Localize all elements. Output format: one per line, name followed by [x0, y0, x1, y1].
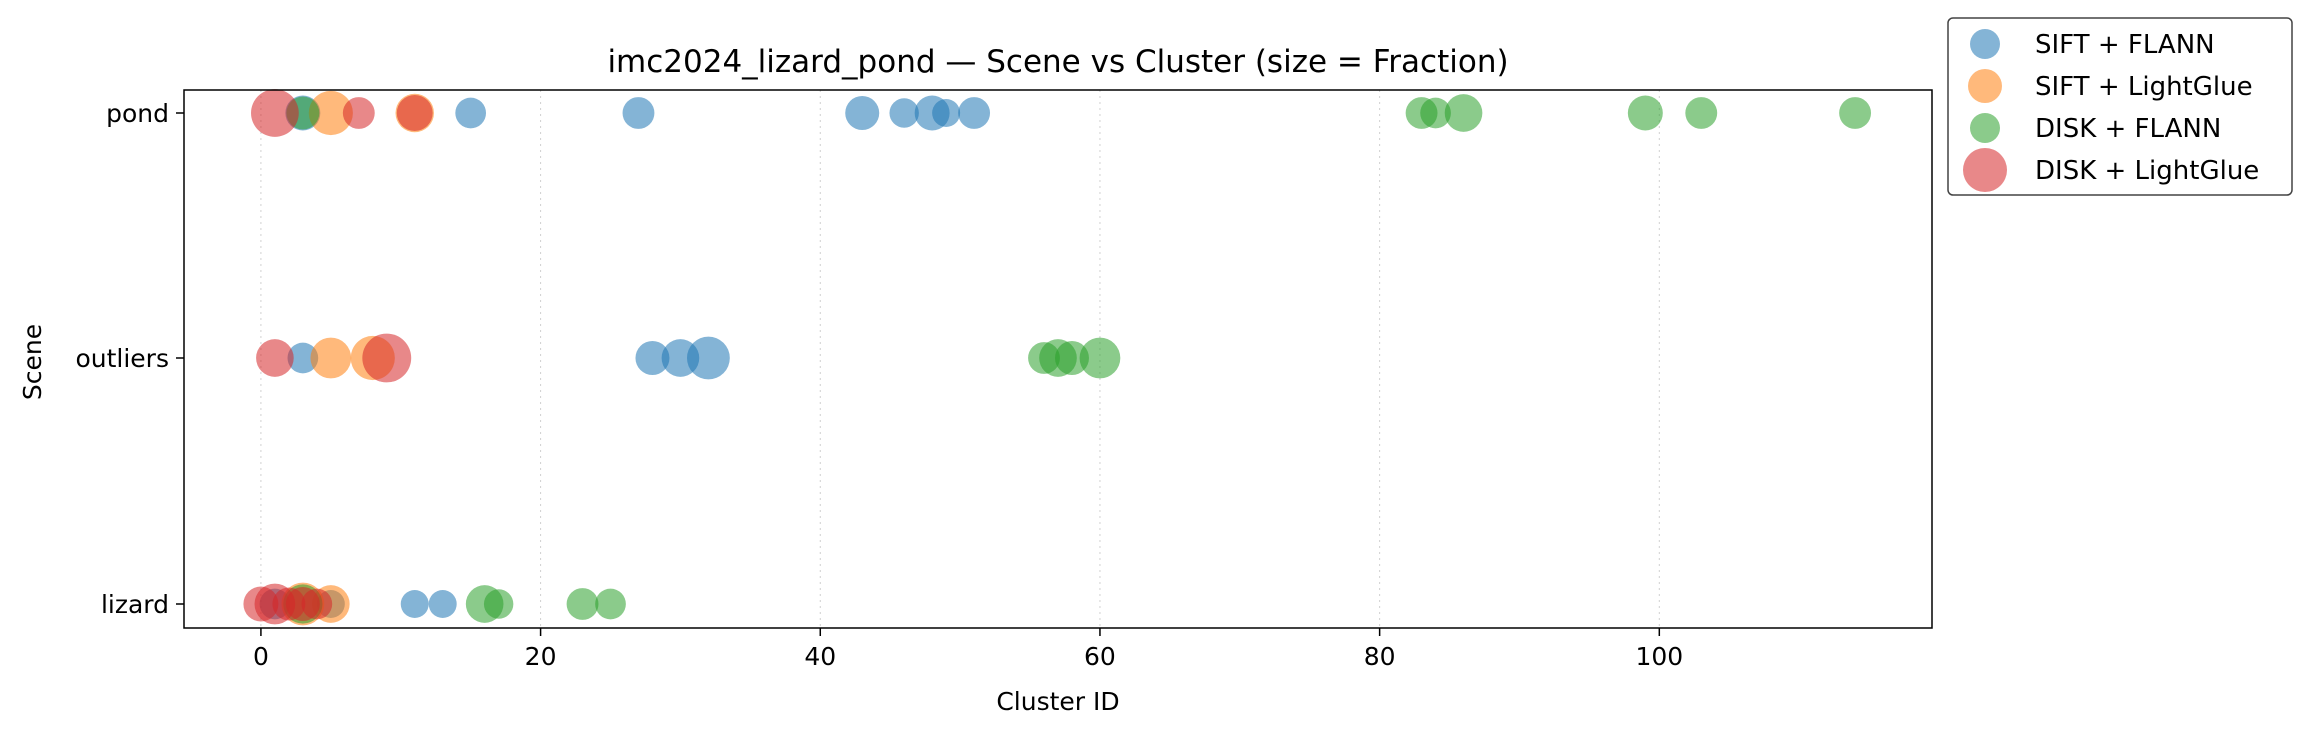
y-tick-label: lizard	[101, 590, 169, 619]
y-tick-label: pond	[106, 99, 169, 128]
data-point	[595, 588, 626, 620]
x-tick-label: 0	[253, 642, 269, 671]
data-point	[310, 337, 352, 379]
x-tick-label: 100	[1635, 642, 1683, 671]
data-point	[622, 97, 655, 129]
data-point	[686, 336, 730, 380]
data-point	[1444, 94, 1483, 132]
data-point	[1627, 95, 1663, 131]
legend-label: SIFT + FLANN	[2035, 30, 2215, 60]
legend-marker	[1963, 148, 2007, 192]
data-point	[362, 333, 412, 383]
x-tick-label: 40	[804, 642, 836, 671]
x-axis-label: Cluster ID	[996, 687, 1119, 716]
data-point	[483, 589, 514, 619]
x-tick-label: 20	[525, 642, 557, 671]
legend-marker	[1970, 113, 2000, 143]
data-point	[400, 590, 429, 618]
x-axis-ticks: 0 20 40 60 80 100	[253, 628, 1683, 671]
data-point	[1420, 97, 1451, 129]
data-point	[308, 90, 353, 136]
plot-frame	[183, 89, 1933, 629]
x-tick-label: 80	[1364, 642, 1396, 671]
data-point	[845, 96, 880, 130]
data-point	[1054, 341, 1089, 375]
grid-lines	[260, 90, 1660, 628]
data-point	[958, 97, 991, 129]
data-point	[889, 98, 919, 128]
legend-marker	[1970, 29, 2000, 59]
legend-label: SIFT + LightGlue	[2035, 72, 2253, 102]
data-point	[301, 588, 333, 620]
data-point	[396, 95, 433, 131]
y-axis-label: Scene	[18, 324, 47, 400]
data-point	[1685, 97, 1718, 129]
data-point	[256, 339, 294, 377]
data-points	[243, 89, 1872, 626]
data-point	[932, 99, 961, 127]
data-point	[1079, 337, 1121, 379]
y-axis-ticks: lizard outliers pond	[75, 99, 184, 619]
chart-title: imc2024_lizard_pond — Scene vs Cluster (…	[607, 44, 1508, 80]
data-point	[566, 588, 599, 620]
legend-label: DISK + FLANN	[2035, 114, 2221, 144]
data-point	[455, 97, 487, 129]
legend: SIFT + FLANN SIFT + LightGlue DISK + FLANN…	[1947, 17, 2293, 196]
data-point	[287, 342, 319, 374]
legend-box	[1947, 17, 2293, 196]
data-point	[1839, 97, 1872, 129]
y-tick-label: outliers	[75, 344, 169, 373]
data-point	[342, 97, 375, 129]
x-tick-label: 60	[1084, 642, 1116, 671]
data-point	[251, 89, 299, 137]
data-point	[635, 341, 670, 375]
legend-marker	[1968, 69, 2002, 103]
legend-label: DISK + LightGlue	[2035, 156, 2259, 186]
data-point	[428, 590, 457, 618]
